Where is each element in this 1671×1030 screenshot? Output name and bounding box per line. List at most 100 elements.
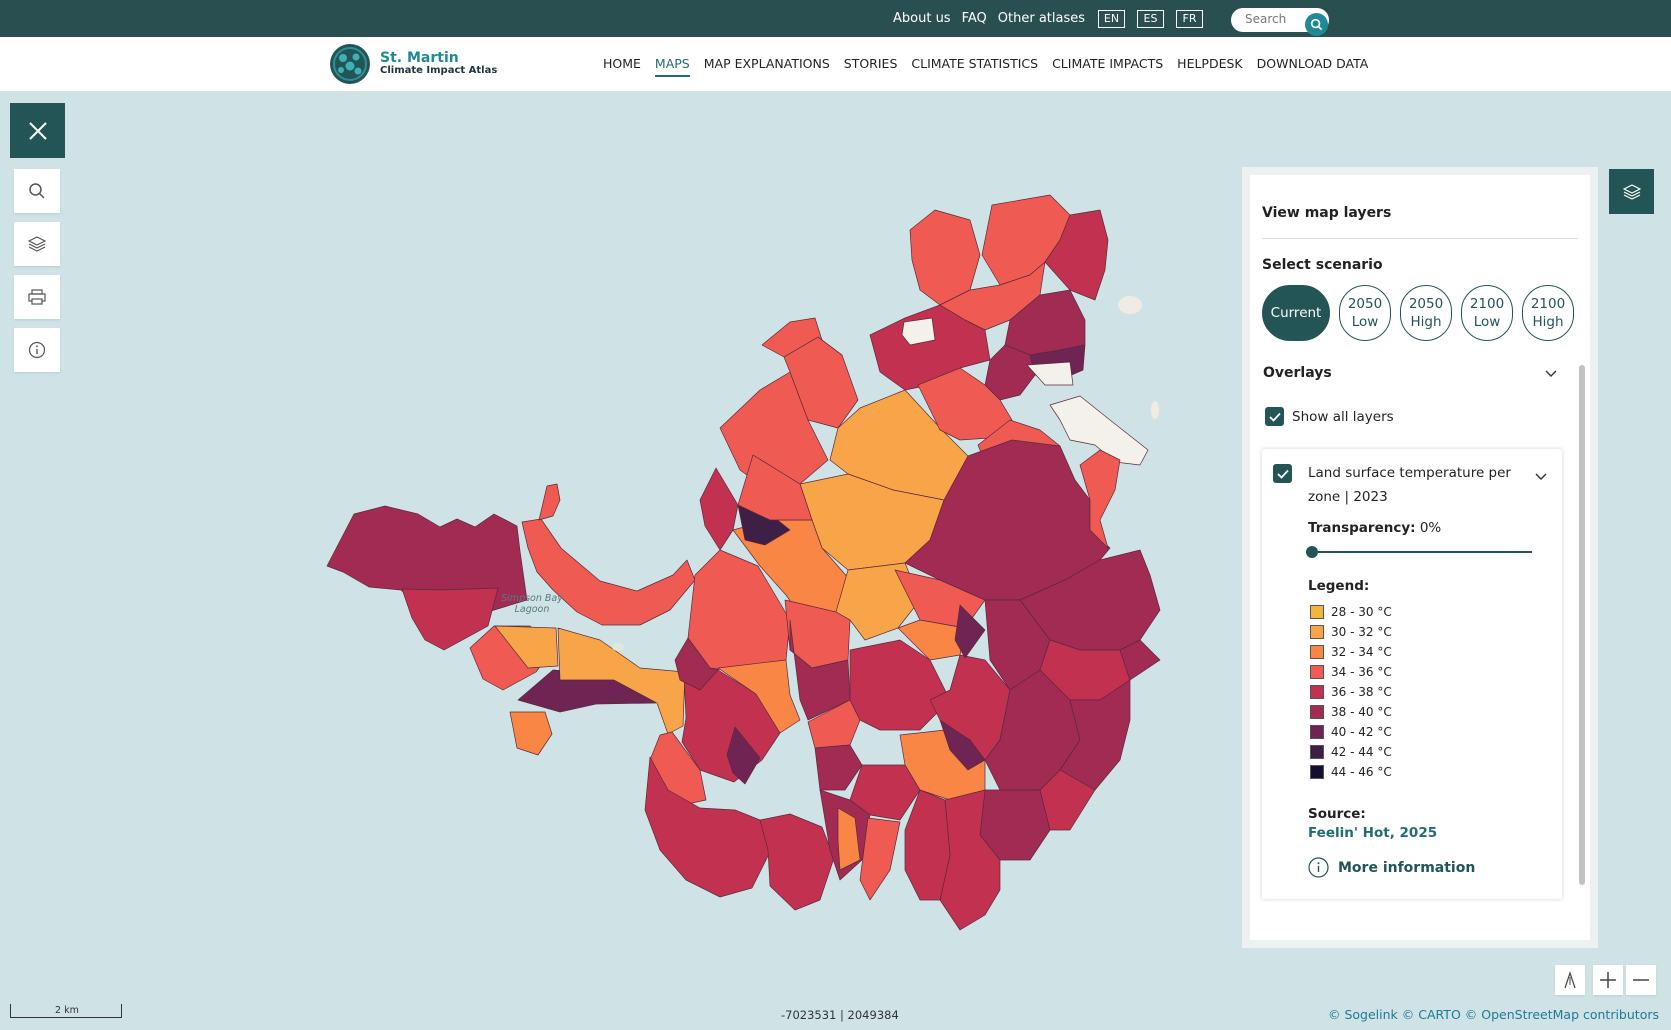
scenario-label: 2100 Low <box>1470 295 1504 331</box>
zone-n-9 <box>917 367 1013 441</box>
cursor-coordinates: -7023531 | 2049384 <box>781 1008 899 1022</box>
transparency-slider-track[interactable] <box>1312 551 1532 553</box>
legend-swatch <box>1310 685 1324 699</box>
attribution-sogelink-link[interactable]: © Sogelink <box>1328 1007 1398 1022</box>
main-navbar: St. Martin Climate Impact Atlas HOME MAP… <box>0 37 1671 92</box>
overlays-heading[interactable]: Overlays <box>1263 365 1332 381</box>
atlas-logo-icon[interactable] <box>329 43 371 85</box>
transparency-slider-handle[interactable] <box>1306 546 1318 558</box>
more-information-label: More information <box>1338 859 1476 876</box>
printer-icon <box>28 289 46 305</box>
transparency-label: Transparency: <box>1308 520 1416 536</box>
zone-spit-tip <box>538 483 561 521</box>
zone-cn-14 <box>807 699 861 749</box>
zoom-out-button[interactable] <box>1626 965 1656 995</box>
legend-item: 40 - 42 °C <box>1310 722 1392 742</box>
island-choropleth[interactable]: Simpson Bay Lagoon <box>0 92 1671 1030</box>
scenario-2100-low-button[interactable]: 2100 Low <box>1461 285 1513 341</box>
map-attribution: © Sogelink © CARTO © OpenStreetMap contr… <box>1328 1007 1659 1022</box>
nav-download-data[interactable]: DOWNLOAD DATA <box>1256 56 1369 71</box>
layers-icon <box>1622 183 1641 200</box>
other-atlases-link[interactable]: Other atlases <box>997 11 1086 26</box>
legend-label: 30 - 32 °C <box>1331 625 1392 639</box>
scale-label: 2 km <box>55 1005 79 1016</box>
about-us-link[interactable]: About us <box>893 11 951 26</box>
search-button[interactable] <box>1305 13 1328 36</box>
zone-south-4 <box>904 789 951 901</box>
north-arrow-button[interactable] <box>1555 965 1585 995</box>
search-input[interactable] <box>1245 12 1305 26</box>
chevron-down-icon[interactable] <box>1534 469 1548 483</box>
lang-es-button[interactable]: ES <box>1137 10 1164 28</box>
close-panel-button[interactable] <box>10 103 65 158</box>
attribution-osm-link[interactable]: © OpenStreetMap contributors <box>1464 1007 1659 1022</box>
scenario-2100-high-button[interactable]: 2100 High <box>1522 285 1574 341</box>
scenario-year: 2050 <box>1347 296 1383 312</box>
minus-icon <box>1633 979 1649 981</box>
legend-heading: Legend: <box>1308 578 1370 594</box>
faq-link[interactable]: FAQ <box>961 11 987 26</box>
nav-climate-impacts[interactable]: CLIMATE IMPACTS <box>1052 56 1164 71</box>
info-icon <box>28 341 46 359</box>
scenario-current-button[interactable]: Current <box>1262 285 1330 341</box>
zone-no-data-1 <box>1049 395 1149 466</box>
lagoon-label-line-1: Simpson Bay <box>501 593 563 604</box>
panel-title: View map layers <box>1262 205 1392 221</box>
layers-panel-toggle[interactable] <box>1609 169 1654 214</box>
zone-n-3 <box>1044 209 1109 301</box>
scenario-level: High <box>1410 314 1442 330</box>
zoom-in-button[interactable] <box>1593 965 1623 995</box>
check-icon <box>1268 412 1281 422</box>
info-button[interactable] <box>14 328 60 372</box>
scenario-2050-high-button[interactable]: 2050 High <box>1400 285 1452 341</box>
transparency-label-row: Transparency: 0% <box>1308 520 1441 536</box>
panel-scrollbar[interactable] <box>1579 365 1585 885</box>
map-layers-button[interactable] <box>14 222 60 266</box>
legend-swatch <box>1310 725 1324 739</box>
zone-cw-3 <box>717 659 801 734</box>
nav-helpdesk[interactable]: HELPDESK <box>1177 56 1243 71</box>
brand-subtitle: Climate Impact Atlas <box>380 65 498 76</box>
scenario-2050-low-button[interactable]: 2050 Low <box>1339 285 1391 341</box>
source-link[interactable]: Feelin' Hot, 2025 <box>1308 825 1438 841</box>
lang-fr-button[interactable]: FR <box>1176 10 1203 28</box>
north-arrow-icon <box>1564 971 1576 989</box>
legend-label: 36 - 38 °C <box>1331 685 1392 699</box>
legend-list: 28 - 30 °C 30 - 32 °C 32 - 34 °C 34 - 36 °C… <box>1310 602 1392 782</box>
lang-en-button[interactable]: EN <box>1098 10 1125 28</box>
chevron-down-icon[interactable] <box>1544 366 1558 380</box>
zone-no-data-3 <box>1026 361 1074 386</box>
print-button[interactable] <box>14 275 60 319</box>
zone-cn-15 <box>849 639 951 731</box>
brand-title[interactable]: St. Martin <box>380 50 459 66</box>
layer-visibility-checkbox[interactable] <box>1273 464 1292 483</box>
scenario-level: Low <box>1473 314 1501 330</box>
transparency-value: 0% <box>1419 520 1442 536</box>
scenario-heading: Select scenario <box>1262 257 1383 273</box>
zone-cn-11 <box>789 619 851 721</box>
layers-icon <box>28 236 46 252</box>
more-information-link[interactable]: More information <box>1308 857 1475 878</box>
legend-item: 44 - 46 °C <box>1310 762 1392 782</box>
zone-e-12 <box>954 604 986 659</box>
info-icon <box>1308 857 1329 878</box>
legend-swatch <box>1310 625 1324 639</box>
nav-home[interactable]: HOME <box>603 56 641 71</box>
legend-item: 28 - 30 °C <box>1310 602 1392 622</box>
legend-swatch <box>1310 605 1324 619</box>
nav-climate-statistics[interactable]: CLIMATE STATISTICS <box>911 56 1039 71</box>
nav-maps[interactable]: MAPS <box>654 56 690 77</box>
zone-sw-5 <box>509 711 553 756</box>
nav-map-explanations[interactable]: MAP EXPLANATIONS <box>703 56 830 71</box>
show-all-layers-row[interactable]: Show all layers <box>1265 407 1394 426</box>
legend-label: 44 - 46 °C <box>1331 765 1392 779</box>
zone-airport <box>557 627 686 735</box>
map-search-button[interactable] <box>14 169 60 213</box>
nav-stories[interactable]: STORIES <box>843 56 898 71</box>
attribution-carto-link[interactable]: © CARTO <box>1401 1007 1461 1022</box>
plus-icon <box>1600 972 1616 988</box>
legend-swatch <box>1310 765 1324 779</box>
scenario-label: 2050 Low <box>1348 295 1382 331</box>
zone-e-9 <box>1059 679 1131 791</box>
show-all-checkbox[interactable] <box>1265 407 1284 426</box>
